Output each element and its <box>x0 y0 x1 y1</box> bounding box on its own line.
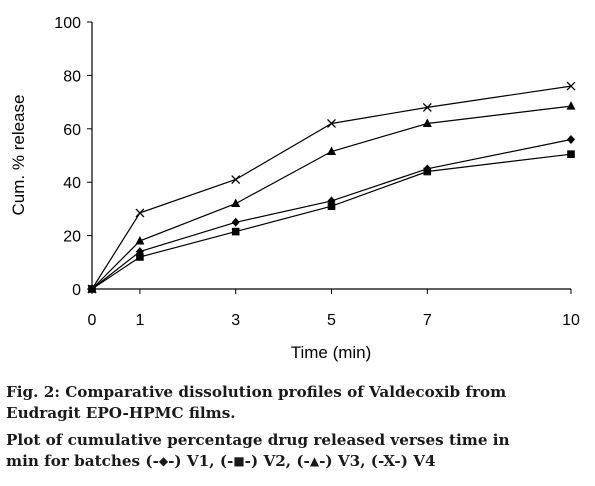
series-markers <box>87 81 576 294</box>
data-point-v4-stroke <box>327 119 336 128</box>
x-tick-label: 10 <box>562 312 580 329</box>
data-point-v2 <box>231 227 240 236</box>
data-point-v4-stroke <box>422 102 432 112</box>
diamond-icon: ◆ <box>158 454 169 468</box>
x-axis-title: Time (min) <box>291 343 372 362</box>
caption-line-4-prefix: min for batches (- <box>6 452 159 470</box>
caption-v1-label: -) V1, (- <box>168 452 234 470</box>
y-tick-label: 40 <box>63 175 81 192</box>
series-line-v1 <box>91 138 572 290</box>
y-tick-label: 0 <box>72 282 81 299</box>
data-point-v2 <box>567 150 575 158</box>
caption-v2-label: -) V2, (- <box>244 452 310 470</box>
data-point-v4-stroke <box>231 175 241 184</box>
data-point-v4 <box>327 119 336 128</box>
data-point-v4 <box>566 81 576 91</box>
figure-caption-description: Plot of cumulative percentage drug relea… <box>6 430 591 472</box>
caption-v3-v4-label: -) V3, (-X-) V4 <box>319 452 436 470</box>
data-point-v2 <box>423 167 432 176</box>
square-icon: ■ <box>233 454 245 468</box>
figure-caption-title: Fig. 2: Comparative dissolution profiles… <box>6 382 591 424</box>
y-tick-label: 100 <box>54 15 81 32</box>
data-point-v3 <box>327 146 336 155</box>
y-tick-label: 60 <box>63 122 81 139</box>
x-tick-label: 1 <box>135 312 144 329</box>
x-tick-label: 3 <box>231 312 240 329</box>
x-tick-label: 7 <box>423 312 432 329</box>
y-tick-label: 20 <box>63 229 81 246</box>
series-line-v2 <box>91 153 572 290</box>
data-point-v4-stroke <box>87 284 97 294</box>
caption-line-1: Fig. 2: Comparative dissolution profiles… <box>6 383 507 401</box>
data-point-v4-stroke <box>566 81 576 91</box>
data-point-v3 <box>422 118 432 127</box>
data-point-v2 <box>327 202 336 211</box>
chart-ticks: 0 20 40 60 80 100 0 1 3 5 7 10 <box>54 15 580 329</box>
caption-line-2: Eudragit EPO-HPMC films. <box>6 404 236 422</box>
series-lines <box>91 85 572 290</box>
data-point-v1 <box>231 217 240 227</box>
y-tick-label: 80 <box>63 68 81 85</box>
x-tick-label: 0 <box>88 312 97 329</box>
data-point-v3 <box>231 198 241 208</box>
data-point-v4 <box>135 208 145 218</box>
caption-line-4: min for batches (-◆-) V1, (-■-) V2, (-▲-… <box>6 451 591 472</box>
data-point-v4 <box>422 102 432 112</box>
data-point-v4 <box>87 284 97 294</box>
triangle-icon: ▲ <box>309 454 320 468</box>
data-point-v3 <box>566 101 576 110</box>
data-point-v3 <box>135 235 145 245</box>
data-point-v4-stroke <box>135 208 145 218</box>
chart-axes <box>91 22 571 290</box>
data-point-v2 <box>136 253 144 261</box>
series-line-v4 <box>91 85 572 290</box>
data-point-v1 <box>567 134 575 144</box>
x-tick-label: 5 <box>327 312 336 329</box>
caption-line-3: Plot of cumulative percentage drug relea… <box>6 431 510 449</box>
y-axis-title: Cum. % release <box>9 95 28 216</box>
series-line-v3 <box>91 105 572 290</box>
data-point-v4 <box>231 175 241 184</box>
dissolution-chart: 0 20 40 60 80 100 0 1 3 5 7 10 Time (min) Cum. % re… <box>9 15 580 362</box>
